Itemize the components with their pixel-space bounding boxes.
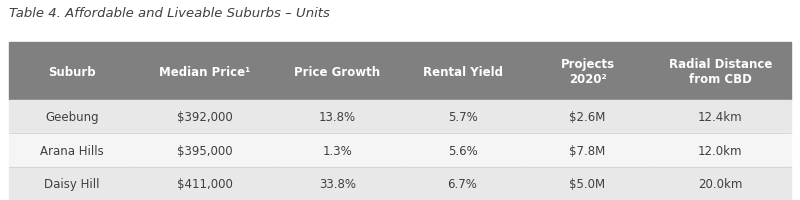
Text: 13.8%: 13.8% xyxy=(319,111,356,123)
Bar xyxy=(134,43,275,100)
Text: $411,000: $411,000 xyxy=(177,177,233,190)
Text: Geebung: Geebung xyxy=(45,111,98,123)
Bar xyxy=(400,100,525,134)
Text: 12.0km: 12.0km xyxy=(698,144,742,157)
Text: $392,000: $392,000 xyxy=(177,111,233,123)
Bar xyxy=(10,134,134,167)
Text: Median Price¹: Median Price¹ xyxy=(159,65,250,78)
Text: Price Growth: Price Growth xyxy=(294,65,381,78)
Text: $2.6M: $2.6M xyxy=(570,111,606,123)
Bar xyxy=(134,134,275,167)
Bar xyxy=(650,43,790,100)
Text: Projects
2020²: Projects 2020² xyxy=(561,58,614,86)
Bar xyxy=(650,100,790,134)
Bar xyxy=(275,43,400,100)
Text: 1.3%: 1.3% xyxy=(322,144,352,157)
Bar xyxy=(525,100,650,134)
Bar xyxy=(275,100,400,134)
Bar xyxy=(400,167,525,200)
Bar xyxy=(10,167,134,200)
Bar xyxy=(525,43,650,100)
Bar xyxy=(134,167,275,200)
Bar xyxy=(525,134,650,167)
Bar xyxy=(400,134,525,167)
Bar xyxy=(10,43,134,100)
Text: 5.7%: 5.7% xyxy=(448,111,478,123)
Bar xyxy=(10,100,134,134)
Bar xyxy=(650,134,790,167)
Text: $5.0M: $5.0M xyxy=(570,177,606,190)
Text: 12.4km: 12.4km xyxy=(698,111,742,123)
Text: $7.8M: $7.8M xyxy=(570,144,606,157)
Text: 6.7%: 6.7% xyxy=(447,177,478,190)
Bar xyxy=(275,134,400,167)
Bar xyxy=(525,167,650,200)
Bar xyxy=(275,167,400,200)
Text: $395,000: $395,000 xyxy=(177,144,233,157)
Bar xyxy=(400,43,525,100)
Text: Rental Yield: Rental Yield xyxy=(422,65,502,78)
Text: Daisy Hill: Daisy Hill xyxy=(44,177,100,190)
Text: 33.8%: 33.8% xyxy=(319,177,356,190)
Text: 20.0km: 20.0km xyxy=(698,177,742,190)
Bar xyxy=(134,100,275,134)
Text: Arana Hills: Arana Hills xyxy=(40,144,104,157)
Text: Table 4. Affordable and Liveable Suburbs – Units: Table 4. Affordable and Liveable Suburbs… xyxy=(10,7,330,20)
Text: 5.6%: 5.6% xyxy=(448,144,478,157)
Bar xyxy=(650,167,790,200)
Text: Suburb: Suburb xyxy=(48,65,96,78)
Text: Radial Distance
from CBD: Radial Distance from CBD xyxy=(669,58,772,86)
